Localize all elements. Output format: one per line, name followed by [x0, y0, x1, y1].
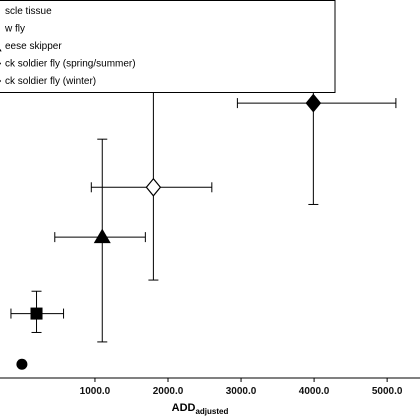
data-point-diamond-open: [145, 177, 162, 197]
x-axis-label-main: ADD: [172, 402, 196, 414]
legend-label: w fly: [4, 24, 25, 35]
legend-item: eese skipper: [0, 41, 62, 52]
x-axis-label: ADDadjusted: [172, 402, 229, 416]
data-point-diamond: [305, 93, 322, 113]
x-tick-label: 1000.0: [80, 386, 111, 397]
legend: scle tissue w fly eese skipper ck soldier f…: [0, 0, 336, 93]
legend-item: w fly: [4, 24, 25, 35]
legend-label: scle tissue: [5, 6, 52, 17]
data-point-group: [54, 138, 146, 343]
data-point-circle: [16, 358, 28, 370]
legend-item: ck soldier fly (spring/summer): [0, 59, 136, 70]
x-tick-label: 3000.0: [226, 386, 257, 397]
legend-item: scle tissue: [5, 6, 52, 17]
data-point-group: [16, 358, 28, 370]
x-tick-label: 5000.0: [372, 386, 403, 397]
legend-label: ck soldier fly (winter): [5, 76, 96, 87]
legend-marker-triangle: [0, 48, 2, 52]
data-point-group: [90, 85, 213, 281]
data-point-group: [10, 290, 65, 333]
data-point-triangle: [93, 228, 111, 244]
x-axis-label-subscript: adjusted: [195, 407, 228, 416]
legend-item: ck soldier fly (winter): [0, 76, 96, 87]
x-tick-label: 2000.0: [153, 386, 184, 397]
legend-label: eese skipper: [5, 41, 62, 52]
legend-box: [0, 0, 336, 93]
x-axis: 1000.0 2000.0 3000.0 4000.0 5000.0: [0, 377, 420, 397]
legend-label: ck soldier fly (spring/summer): [5, 59, 136, 70]
data-point-square: [30, 307, 43, 320]
x-tick-label: 4000.0: [299, 386, 330, 397]
